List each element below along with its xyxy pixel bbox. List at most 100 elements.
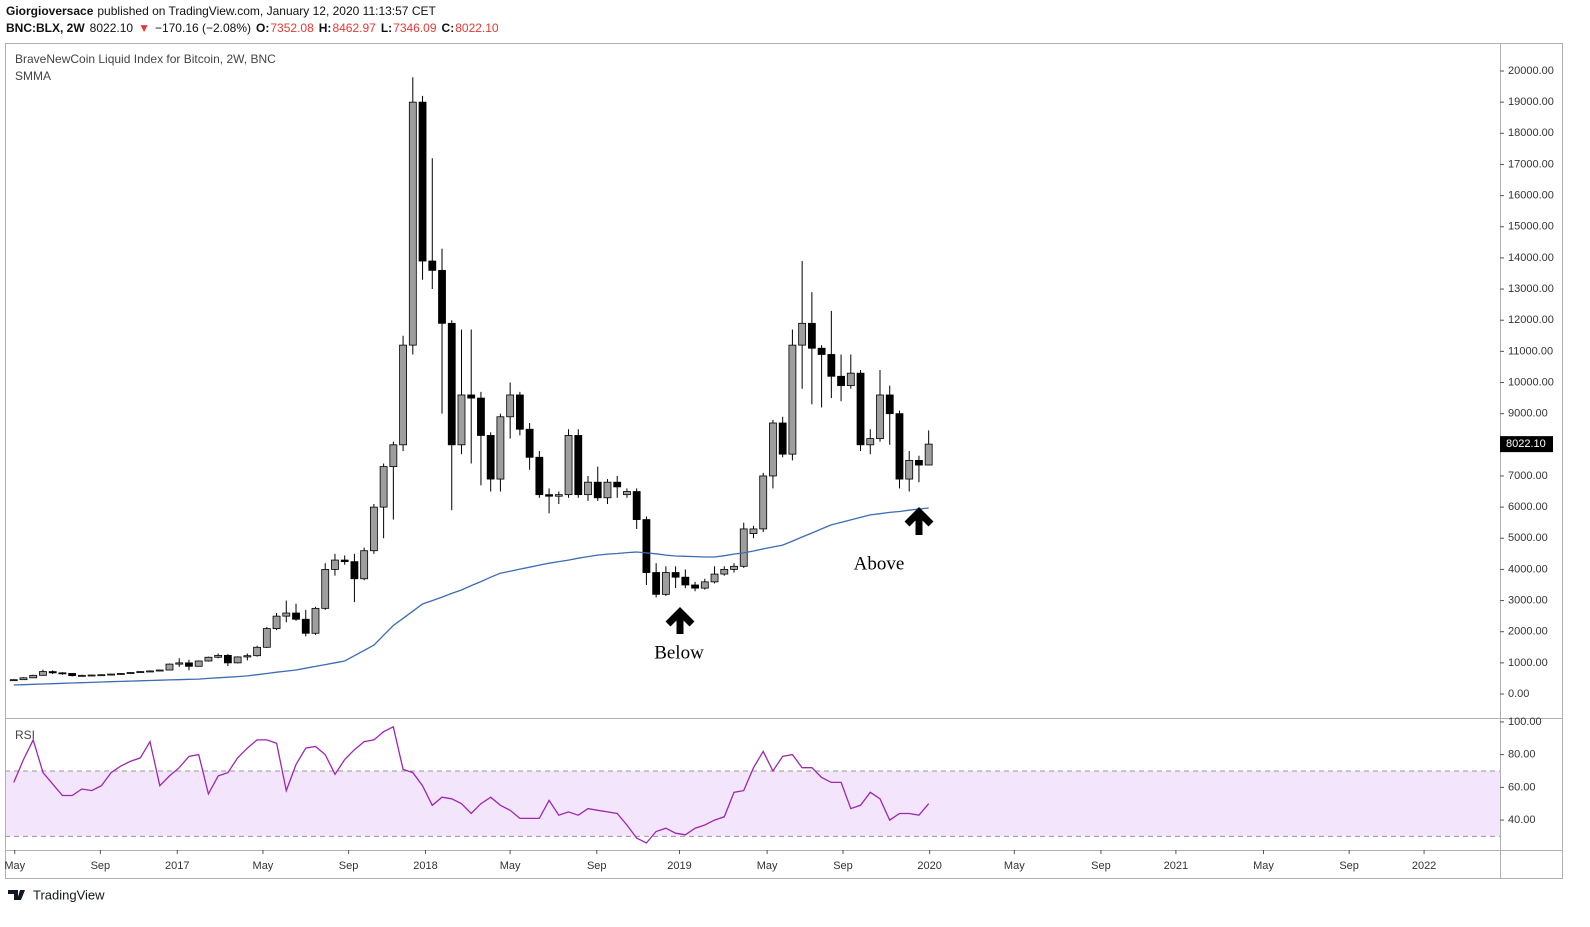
candle-body <box>301 618 310 634</box>
candle-body <box>155 669 164 672</box>
low-label: L: <box>381 21 392 35</box>
candle-body <box>477 397 485 436</box>
candle-body <box>223 654 232 664</box>
price-legend: BraveNewCoin Liquid Index for Bitcoin, 2… <box>15 52 276 66</box>
candle-body <box>623 491 631 496</box>
y-tick-label: 14000.00 <box>1508 252 1554 264</box>
y-tick-label: 19000.00 <box>1508 96 1554 108</box>
x-tick-label: May <box>253 860 274 872</box>
x-tick-label: Sep <box>339 860 359 872</box>
candle-body <box>846 372 855 387</box>
candle-body <box>165 663 174 671</box>
x-tick-label: Sep <box>1091 860 1111 872</box>
candle-body <box>652 572 661 595</box>
smma-legend: SMMA <box>15 69 51 83</box>
arrow-below <box>665 607 695 634</box>
close-value: 8022.10 <box>455 21 499 35</box>
header-line: Giorgioversace published on TradingView.… <box>6 4 436 18</box>
candle-body <box>545 494 553 497</box>
candle-body <box>661 572 670 595</box>
candle-body <box>856 372 865 446</box>
candle-body <box>39 671 47 676</box>
candle-body <box>408 101 417 346</box>
candle-body <box>185 662 193 667</box>
y-tick-label: 40.00 <box>1508 814 1536 826</box>
x-tick-label: 2017 <box>165 860 189 872</box>
candle-body <box>253 646 261 657</box>
candle-body <box>311 607 320 634</box>
candle-body <box>613 481 622 488</box>
candle-body <box>350 561 359 580</box>
y-tick-label: 5000.00 <box>1508 532 1548 544</box>
candle-body <box>866 438 875 446</box>
candle-body <box>827 354 836 377</box>
candle-body <box>525 428 534 458</box>
last-price-tag <box>1500 436 1553 453</box>
y-tick-label: 7000.00 <box>1508 470 1548 482</box>
y-tick-label: 15000.00 <box>1508 221 1554 233</box>
x-tick-label: May <box>500 860 521 872</box>
y-tick-label: 100.00 <box>1508 716 1542 728</box>
candle-body <box>428 260 437 271</box>
high-label: H: <box>319 21 332 35</box>
x-tick-label: 2019 <box>667 860 691 872</box>
candle-body <box>671 572 680 578</box>
x-tick-label: 2018 <box>413 860 437 872</box>
annotation-below: Below <box>654 642 704 663</box>
candle-body <box>97 674 106 677</box>
open-value: 7352.08 <box>270 21 314 35</box>
candle-body <box>126 672 135 674</box>
candle-body <box>535 456 544 496</box>
candle-body <box>136 671 145 673</box>
candle-body <box>399 344 407 446</box>
x-tick-label: 2022 <box>1412 860 1436 872</box>
candle-body <box>603 481 612 499</box>
candle-body <box>262 628 271 648</box>
open-label: O: <box>256 21 269 35</box>
candle-body <box>486 435 495 480</box>
candle-body <box>769 422 777 477</box>
candle-body <box>642 519 651 573</box>
candle-body <box>77 674 86 677</box>
y-tick-label: 60.00 <box>1508 781 1536 793</box>
last-price-label: 8022.10 <box>1506 438 1546 450</box>
y-tick-label: 12000.00 <box>1508 314 1554 326</box>
candle-body <box>19 677 28 681</box>
logo <box>8 890 25 900</box>
y-tick-label: 10000.00 <box>1508 376 1554 388</box>
candle-body <box>321 569 330 609</box>
candle-body <box>915 459 923 466</box>
candle-body <box>837 375 845 387</box>
candle-body <box>817 347 826 355</box>
footer-brand: TradingView <box>33 887 105 902</box>
candle-body <box>807 322 816 349</box>
candle-body <box>282 612 291 617</box>
candle-body <box>700 581 709 589</box>
candle-body <box>68 673 77 677</box>
candle-body <box>778 422 787 455</box>
symbol-line: BNC:BLX, 2W 8022.10 ▼ −170.16 (−2.08%) O… <box>6 21 499 35</box>
x-tick-label: Sep <box>833 860 853 872</box>
candle-body <box>554 494 563 497</box>
candle-body <box>632 491 641 520</box>
candle-body <box>720 569 729 575</box>
candle-body <box>730 565 738 570</box>
candle-body <box>379 466 388 508</box>
x-tick-label: May <box>1253 860 1274 872</box>
y-tick-label: 2000.00 <box>1508 626 1548 638</box>
y-tick-label: 20000.00 <box>1508 65 1554 77</box>
y-tick-label: 17000.00 <box>1508 158 1554 170</box>
candle-body <box>515 394 524 430</box>
candle-body <box>691 584 699 589</box>
frame <box>5 43 1563 879</box>
y-tick-label: 9000.00 <box>1508 408 1548 420</box>
arrow-above <box>904 507 934 535</box>
candle-body <box>447 322 456 446</box>
candle-body <box>467 394 476 399</box>
plot <box>5 77 1500 844</box>
candle-body <box>584 481 592 496</box>
candle-body <box>194 660 203 667</box>
candle-body <box>87 674 96 677</box>
